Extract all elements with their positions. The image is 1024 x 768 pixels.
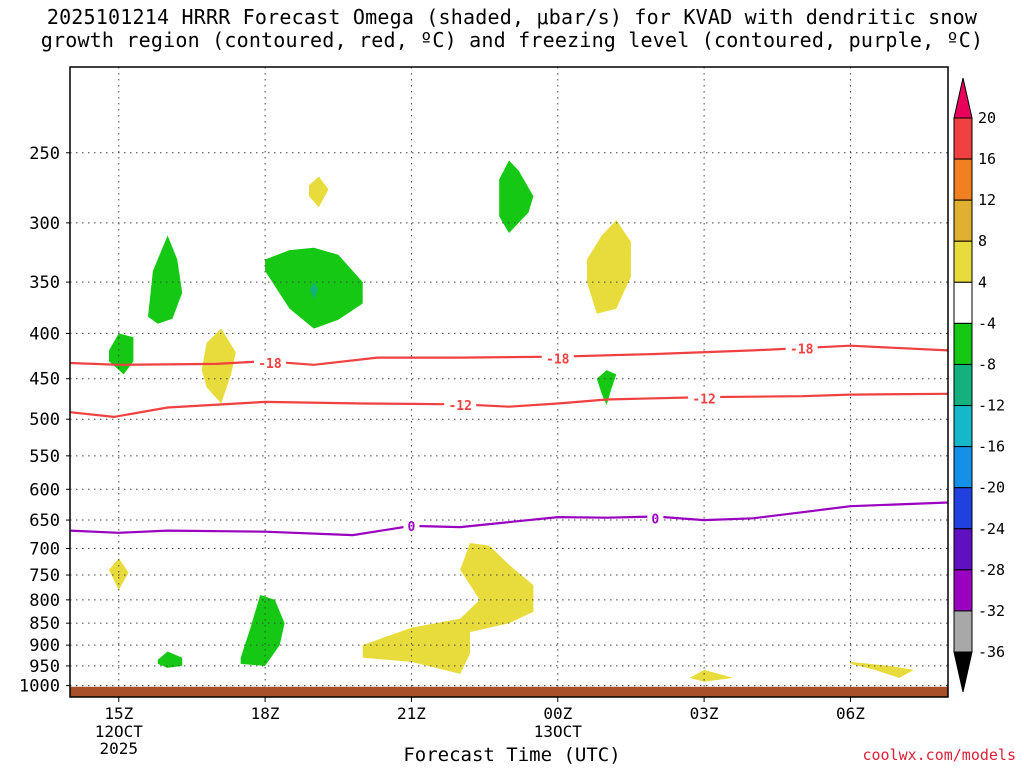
x-axis-label: Forecast Time (UTC): [403, 744, 621, 766]
colorbar-level-label: -32: [978, 602, 1005, 620]
colorbar-bin-0: [953, 117, 973, 160]
credit-link[interactable]: coolwx.com/models: [862, 746, 1016, 764]
colorbar-bin-1: [953, 158, 973, 201]
omega-region-3: [499, 160, 534, 233]
title-line-2: growth region (contoured, red, ºC) and f…: [40, 28, 984, 52]
contour-label-bg: [444, 397, 477, 414]
y-tick-label: 700: [29, 540, 60, 560]
ground-layer: [70, 686, 948, 697]
grid-lines: [70, 67, 948, 697]
ground-rect: [70, 686, 948, 697]
y-tick-label: 400: [29, 324, 60, 344]
omega-region-8: [309, 176, 329, 208]
contour-label-bg: [785, 340, 818, 357]
omega-region-9: [201, 328, 236, 404]
y-tick-label: 550: [29, 447, 60, 467]
colorbar-bin-5: [953, 322, 973, 365]
colorbar-bin-3: [953, 240, 973, 283]
contour-label-0-2: -18: [790, 343, 814, 358]
omega-region-0: [148, 235, 183, 324]
contour-line-0: [70, 344, 948, 366]
colorbar-level-label: -28: [978, 561, 1005, 579]
contour-label-bg: [541, 350, 574, 367]
omega-region-7: [310, 282, 318, 300]
colorbar-level-label: -20: [978, 479, 1005, 497]
y-tick-label: 350: [29, 273, 60, 293]
contour-label-1-1: -12: [692, 393, 715, 408]
colorbar-level-label: -4: [978, 314, 996, 332]
x-tick-label: 15Z: [104, 704, 133, 723]
contour-label-bg: [647, 510, 664, 527]
colorbar-level-label: -8: [978, 355, 996, 373]
omega-region-12: [362, 543, 534, 674]
y-axis: 2503003504004505005506006507007508008509…: [19, 144, 70, 697]
colorbar-level-label: 8: [978, 232, 987, 250]
colorbar-top-arrow: [953, 77, 973, 119]
x-tick-label: 00Z: [543, 704, 572, 723]
colorbar-level-label: 20: [978, 109, 996, 127]
x-tick-label: 03Z: [690, 704, 719, 723]
omega-region-6: [157, 651, 183, 668]
y-tick-label: 600: [29, 480, 60, 500]
y-tick-label: 500: [29, 410, 60, 430]
contour-label-2-1: 0: [651, 512, 659, 527]
contour-label-0-1: -18: [546, 353, 570, 368]
y-tick-label: 650: [29, 511, 60, 531]
omega-region-5: [240, 595, 285, 666]
colorbar-bin-9: [953, 487, 973, 530]
colorbar-bin-6: [953, 363, 973, 407]
contour-label-bg: [688, 390, 721, 407]
colorbar-bin-2: [953, 199, 973, 242]
y-tick-label: 750: [29, 566, 60, 586]
omega-region-11: [109, 558, 129, 591]
y-tick-label: 900: [29, 636, 60, 656]
colorbar-bin-11: [953, 569, 973, 612]
colorbar-bin-12: [953, 610, 973, 653]
x-tick-sublabel: 12OCT: [95, 722, 144, 741]
colorbar-level-label: 4: [978, 273, 987, 291]
omega-region-1: [109, 333, 134, 375]
colorbar-level-label: -12: [978, 397, 1005, 415]
y-tick-label: 450: [29, 370, 60, 390]
contour-lines: -18 -18 -18 -12 -12 0 0: [70, 340, 948, 537]
contour-label-1-0: -12: [448, 399, 471, 414]
x-tick-label: 18Z: [251, 704, 280, 723]
colorbar-level-label: -36: [978, 643, 1005, 661]
contour-label-bg: [253, 355, 286, 372]
plot-frame: [69, 66, 949, 698]
omega-region-14: [850, 661, 914, 678]
colorbar-bin-7: [953, 405, 973, 448]
colorbar-bin-8: [953, 446, 973, 489]
colorbar-level-label: -16: [978, 438, 1005, 456]
title-line-1: 2025101214 HRRR Forecast Omega (shaded, …: [46, 5, 978, 29]
y-tick-label: 800: [29, 591, 60, 611]
colorbar-bin-10: [953, 528, 973, 571]
contour-label-bg: [403, 517, 420, 534]
contour-label-2-0: 0: [408, 520, 416, 535]
y-tick-label: 1000: [19, 677, 60, 697]
colorbar: 20 16 12 8 4 -4 -8 -12 -16 -20 -24 -28 -32 -36: [953, 77, 1005, 693]
y-tick-label: 250: [29, 144, 60, 164]
x-tick-label: 06Z: [836, 704, 865, 723]
y-tick-label: 300: [29, 214, 60, 234]
x-tick-sublabel: 13OCT: [534, 722, 583, 741]
contour-label-0-0: -18: [258, 357, 282, 372]
colorbar-bottom-arrow: [953, 651, 973, 693]
colorbar-bin-4: [953, 281, 973, 324]
contour-line-1: [70, 392, 948, 419]
x-tick-label: 21Z: [397, 704, 426, 723]
colorbar-level-label: -24: [978, 520, 1005, 538]
colorbar-level-label: 12: [978, 191, 996, 209]
y-tick-label: 850: [29, 614, 60, 634]
x-tick-sublabel: 2025: [100, 739, 139, 758]
omega-region-13: [689, 669, 734, 682]
chart-title: 2025101214 HRRR Forecast Omega (shaded, …: [0, 6, 1024, 52]
colorbar-level-label: 16: [978, 150, 996, 168]
omega-regions: [109, 160, 914, 682]
contour-line-2: [70, 501, 948, 537]
omega-region-10: [587, 220, 631, 314]
y-tick-label: 950: [29, 657, 60, 677]
